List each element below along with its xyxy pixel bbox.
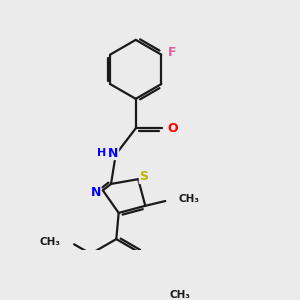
Text: CH₃: CH₃ [169,290,190,300]
Text: N: N [91,186,101,199]
Text: H: H [97,148,106,158]
Text: S: S [140,170,148,183]
Text: N: N [108,146,118,160]
Text: O: O [167,122,178,135]
Text: F: F [167,46,176,59]
Text: CH₃: CH₃ [40,237,61,247]
Text: CH₃: CH₃ [178,194,200,204]
